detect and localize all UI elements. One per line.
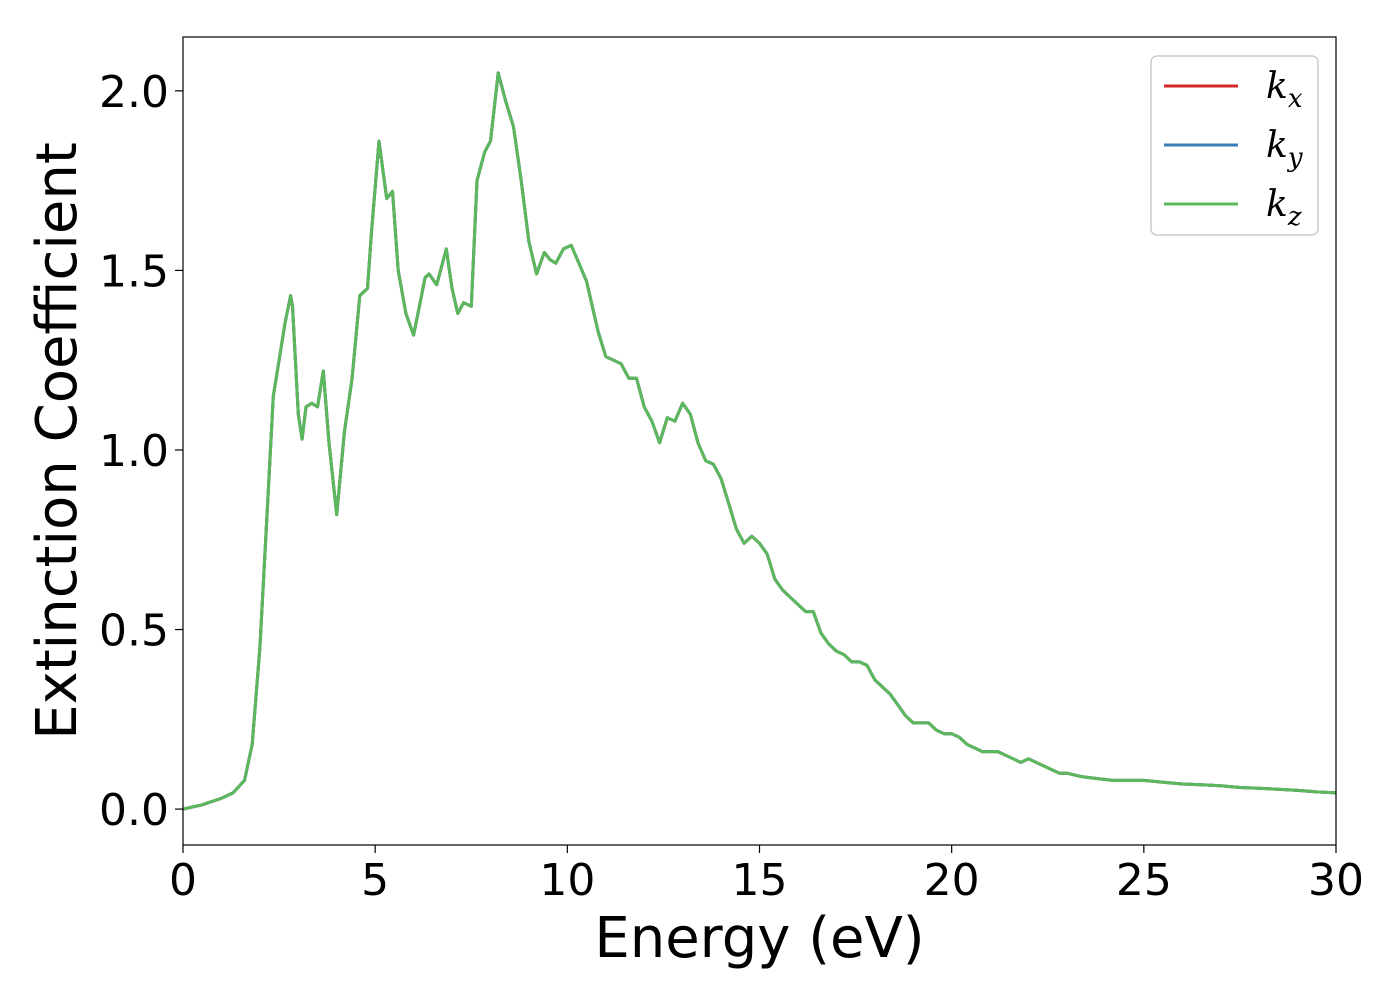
legend-label-z: kz bbox=[1266, 184, 1302, 232]
y-tick-label: 2.0 bbox=[99, 67, 169, 118]
y-tick-label: 1.5 bbox=[99, 246, 169, 297]
y-tick-label: 1.0 bbox=[99, 426, 169, 477]
y-tick-label: 0.5 bbox=[99, 606, 169, 657]
x-tick-label: 15 bbox=[732, 855, 788, 906]
legend-label-main: k bbox=[1266, 66, 1288, 107]
x-tick-label: 30 bbox=[1308, 855, 1364, 906]
legend-label-main: k bbox=[1266, 125, 1288, 166]
legend-label-x: kx bbox=[1266, 66, 1303, 114]
y-tick-label: 0.0 bbox=[99, 785, 169, 836]
x-tick-label: 5 bbox=[361, 855, 389, 906]
legend-label-y: ky bbox=[1266, 125, 1303, 173]
x-tick-label: 10 bbox=[539, 855, 595, 906]
x-tick-label: 25 bbox=[1116, 855, 1172, 906]
plot-frame bbox=[182, 36, 1337, 846]
tick-layer: 0 5 10 15 20 25 30 0.0 0.5 1.0 1.5 2.0 bbox=[99, 67, 1364, 906]
x-tick-label: 0 bbox=[169, 855, 197, 906]
legend-label-main: k bbox=[1266, 184, 1288, 225]
legend-label-subscript: x bbox=[1288, 84, 1303, 114]
x-tick-label: 20 bbox=[924, 855, 980, 906]
legend-label-subscript: z bbox=[1287, 202, 1302, 232]
series-layer bbox=[182, 71, 1337, 811]
x-axis-label: Energy (eV) bbox=[594, 906, 924, 971]
legend-label-subscript: y bbox=[1287, 143, 1303, 173]
series-line-z bbox=[182, 71, 1337, 811]
y-axis-label: Extinction Coefficient bbox=[25, 142, 90, 740]
